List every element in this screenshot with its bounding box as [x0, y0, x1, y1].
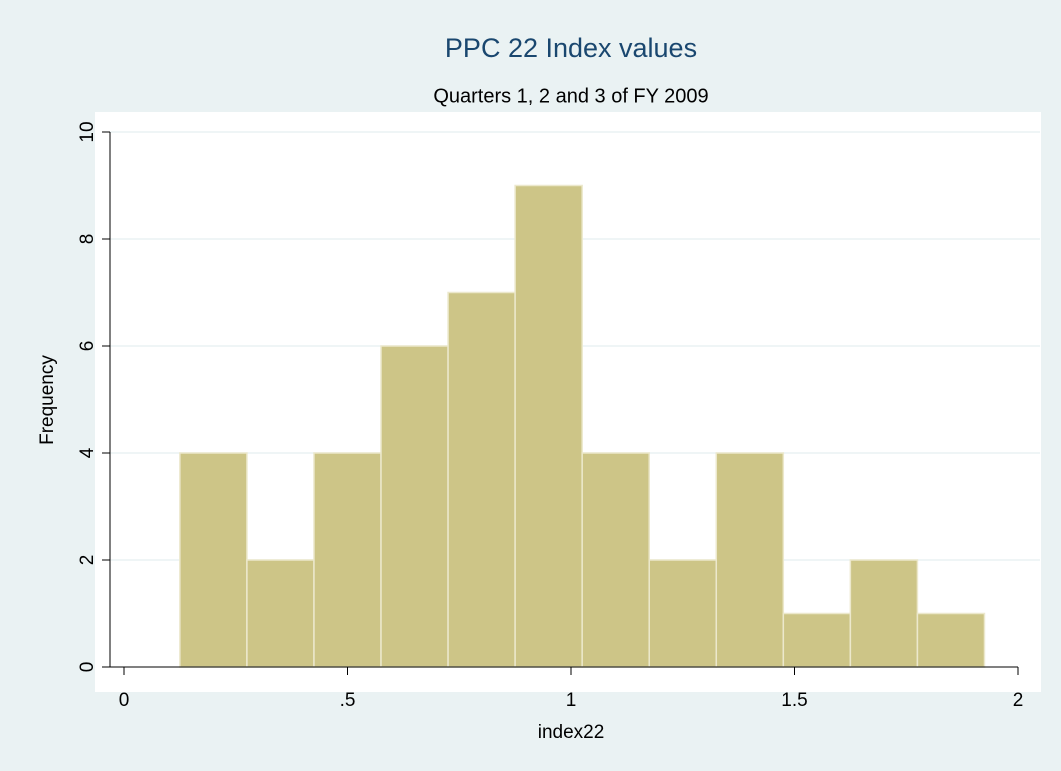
bar [715, 452, 785, 668]
x-tick-label: .5 [340, 690, 356, 711]
bar [179, 452, 248, 668]
x-tick-label: 2 [1013, 690, 1024, 711]
bar [380, 345, 449, 668]
bar [849, 559, 919, 668]
chart-title: PPC 22 Index values [445, 33, 697, 63]
y-tick-label: 0 [77, 662, 98, 673]
y-axis-label: Frequency [37, 355, 58, 445]
bar [246, 559, 315, 668]
bar [782, 612, 852, 668]
y-tick-label: 8 [77, 234, 98, 245]
y-tick-label: 2 [77, 555, 98, 566]
bar [648, 559, 718, 668]
bar [514, 184, 583, 668]
y-tick-label: 10 [77, 121, 98, 142]
bar [916, 612, 986, 668]
bar [581, 452, 650, 668]
y-tick-label: 4 [77, 447, 98, 458]
bar [447, 291, 516, 668]
chart-subtitle: Quarters 1, 2 and 3 of FY 2009 [433, 85, 708, 107]
y-tick-label: 6 [77, 341, 98, 352]
x-tick-label: 1 [566, 690, 577, 711]
x-tick-label: 0 [119, 690, 130, 711]
x-axis-label: index22 [538, 722, 605, 743]
bar [313, 452, 382, 668]
x-tick-label: 1.5 [781, 690, 807, 711]
